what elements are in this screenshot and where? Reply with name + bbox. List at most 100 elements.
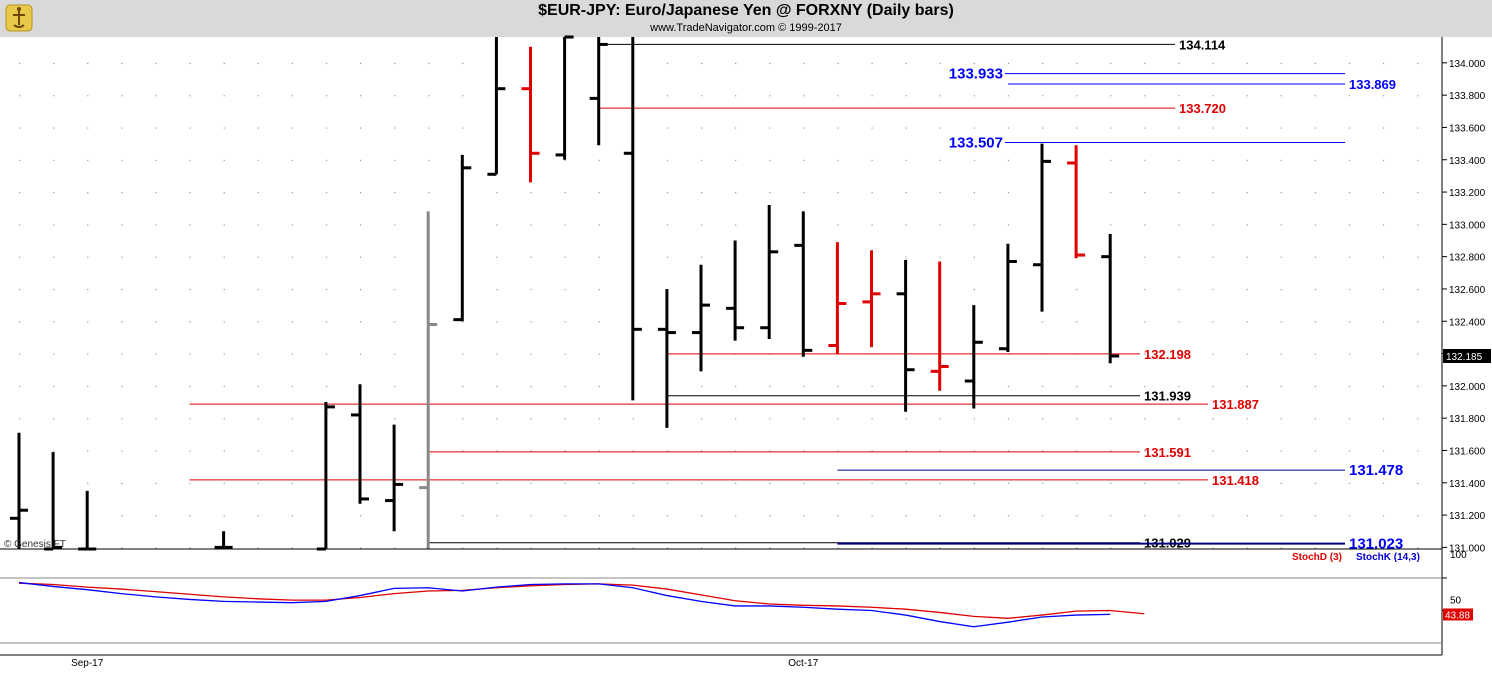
grid-dot	[1042, 321, 1044, 323]
ohlc-bar	[930, 261, 949, 391]
grid-dot	[53, 385, 55, 388]
grid-dot	[1212, 127, 1214, 129]
grid-dot	[564, 515, 566, 517]
grid-dot	[973, 192, 975, 194]
grid-dot	[1314, 418, 1316, 420]
grid-dot	[496, 515, 498, 517]
grid-dot	[53, 321, 55, 323]
grid-dot	[1246, 192, 1248, 194]
grid-dot	[1110, 418, 1112, 420]
grid-dot	[1007, 127, 1010, 129]
grid-dot	[428, 62, 430, 65]
grid-dot	[291, 515, 293, 517]
grid-dot	[1280, 224, 1282, 226]
level-label: 132.198	[1144, 347, 1191, 362]
grid-dot	[19, 385, 21, 388]
grid-dot	[325, 224, 328, 226]
grid-dot	[803, 159, 805, 161]
grid-dot	[223, 224, 225, 226]
grid-dot	[905, 418, 907, 420]
grid-dot	[496, 385, 498, 388]
grid-dot	[462, 482, 464, 484]
grid-dot	[1280, 288, 1282, 291]
grid-dot	[1212, 353, 1214, 355]
grid-dot	[1212, 95, 1214, 97]
grid-dot	[837, 482, 839, 484]
grid-dot	[905, 159, 907, 161]
grid-dot	[769, 127, 771, 129]
grid-dot	[53, 192, 55, 194]
grid-dot	[291, 256, 293, 258]
ohlc-bar	[623, 37, 642, 401]
grid-dot	[1383, 95, 1385, 97]
grid-dot	[1144, 95, 1146, 97]
grid-dot	[632, 547, 634, 549]
grid-dot	[155, 515, 157, 517]
date-axis-label: Sep-17	[71, 658, 104, 669]
grid-dot	[19, 288, 21, 291]
grid-dot	[1246, 515, 1248, 517]
grid-dot	[803, 192, 805, 194]
level-label: 131.023	[1349, 536, 1403, 553]
grid-dot	[1076, 62, 1078, 65]
grid-dot	[325, 62, 328, 65]
grid-dot	[291, 418, 293, 420]
grid-dot	[1144, 547, 1146, 549]
grid-dot	[1144, 288, 1146, 291]
grid-dot	[496, 192, 498, 194]
grid-dot	[496, 321, 498, 323]
grid-dot	[871, 547, 873, 549]
grid-dot	[155, 321, 157, 323]
grid-dot	[735, 95, 737, 97]
grid-dot	[121, 482, 123, 484]
grid-dot	[1212, 192, 1214, 194]
grid-dot	[325, 256, 328, 258]
grid-dot	[973, 127, 975, 129]
grid-dot	[1348, 482, 1351, 484]
grid-dot	[1280, 385, 1282, 388]
grid-dot	[598, 321, 600, 323]
grid-dot	[1007, 547, 1010, 549]
grid-dot	[121, 192, 123, 194]
price-tick-label: 133.000	[1449, 220, 1486, 231]
ohlc-bar	[1033, 143, 1051, 312]
grid-dot	[973, 95, 975, 97]
grid-dot	[666, 62, 669, 65]
grid-dot	[121, 256, 123, 258]
grid-dot	[530, 547, 532, 549]
grid-dot	[496, 482, 498, 484]
grid-dot	[223, 288, 225, 291]
grid-dot	[1314, 450, 1316, 452]
grid-dot	[1007, 62, 1010, 65]
grid-dot	[632, 515, 634, 517]
grid-dot	[1246, 288, 1248, 291]
grid-dot	[973, 224, 975, 226]
price-tick-label: 132.000	[1449, 382, 1486, 393]
grid-dot	[701, 482, 703, 484]
ohlc-bar	[521, 46, 540, 183]
grid-dot	[121, 418, 123, 420]
grid-dot	[360, 224, 362, 226]
grid-dot	[394, 256, 396, 258]
grid-dot	[1042, 482, 1044, 484]
grid-dot	[666, 515, 669, 517]
grid-dot	[666, 547, 669, 549]
grid-dot	[462, 385, 464, 388]
grid-dot	[1042, 450, 1044, 452]
grid-dot	[530, 321, 532, 323]
grid-dot	[939, 547, 941, 549]
grid-dot	[803, 418, 805, 420]
grid-dot	[1246, 482, 1248, 484]
price-tick-label: 133.200	[1449, 188, 1486, 199]
grid-dot	[155, 159, 157, 161]
watermark-text: © Genesis FT	[4, 539, 66, 550]
grid-dot	[19, 127, 21, 129]
grid-dot	[496, 353, 498, 355]
grid-dot	[19, 418, 21, 420]
grid-dot	[1280, 353, 1282, 355]
grid-dot	[1212, 515, 1214, 517]
grid-dot	[394, 159, 396, 161]
grid-dot	[1178, 353, 1180, 355]
ohlc-bar	[385, 424, 404, 532]
grid-dot	[701, 192, 703, 194]
